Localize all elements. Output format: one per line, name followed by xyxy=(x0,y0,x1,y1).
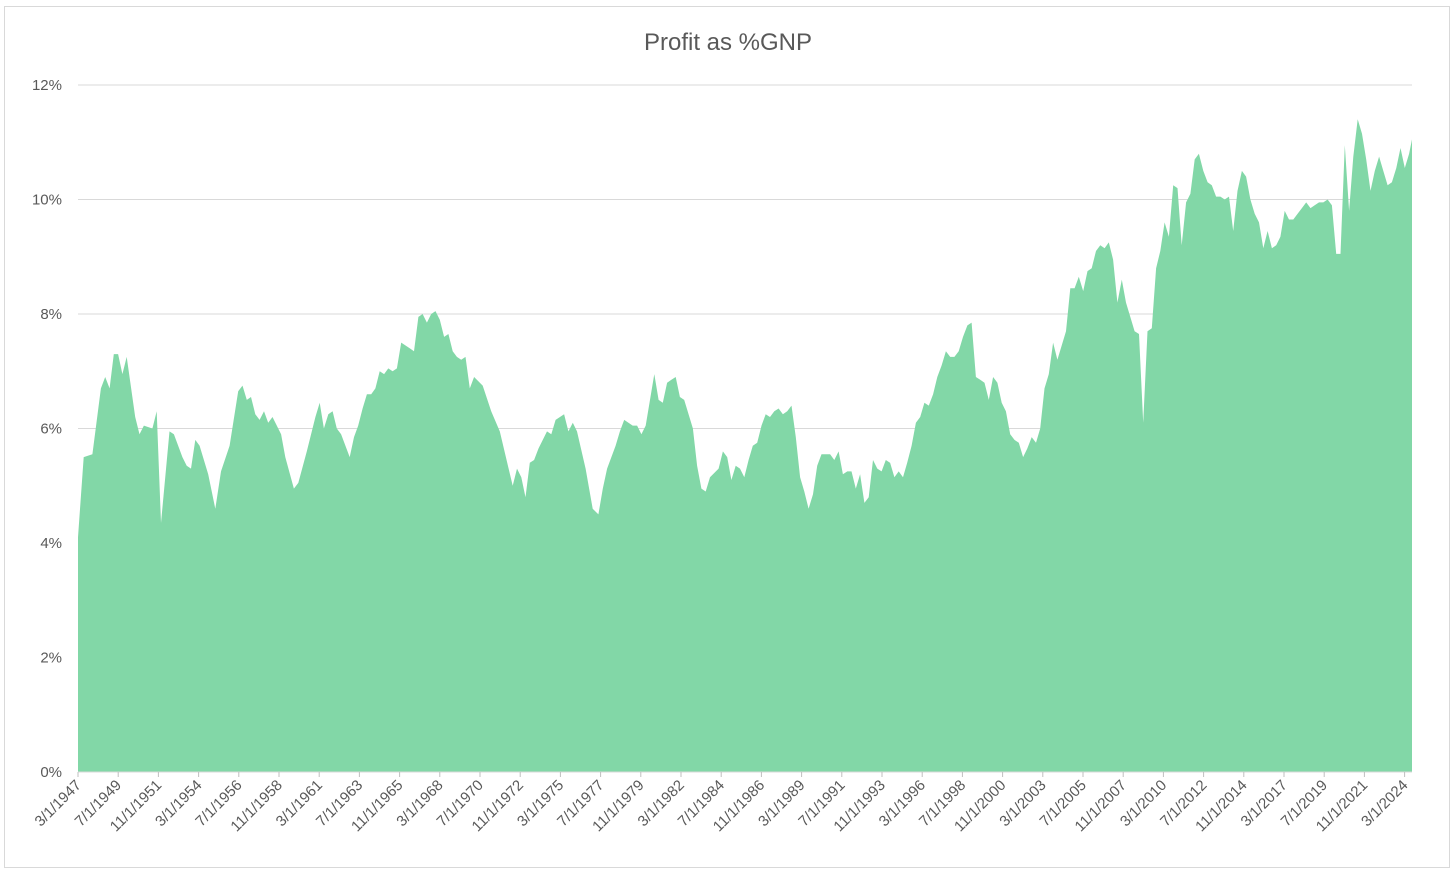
profit-area-series xyxy=(78,119,1412,773)
area-chart: 0% 2% 4% 6% 8% 10% 12% 3/1/19477/1/194911/1/19… xyxy=(32,77,1412,835)
y-tick-label: 12% xyxy=(32,77,62,94)
y-tick-label: 4% xyxy=(40,535,62,552)
y-axis-tick-labels: 0% 2% 4% 6% 8% 10% 12% xyxy=(32,77,62,781)
x-axis-ticks: 3/1/19477/1/194911/1/19513/1/19547/1/195… xyxy=(32,772,1411,835)
y-tick-label: 6% xyxy=(40,421,62,438)
y-tick-label: 2% xyxy=(40,650,62,667)
y-tick-label: 10% xyxy=(32,192,62,209)
chart-frame: Profit as %GNP 0% 2% 4% 6% 8% 10% 12% 3/1/1947… xyxy=(4,6,1450,868)
y-tick-label: 8% xyxy=(40,306,62,323)
chart-title: Profit as %GNP xyxy=(643,29,813,56)
y-tick-label: 0% xyxy=(40,764,62,781)
